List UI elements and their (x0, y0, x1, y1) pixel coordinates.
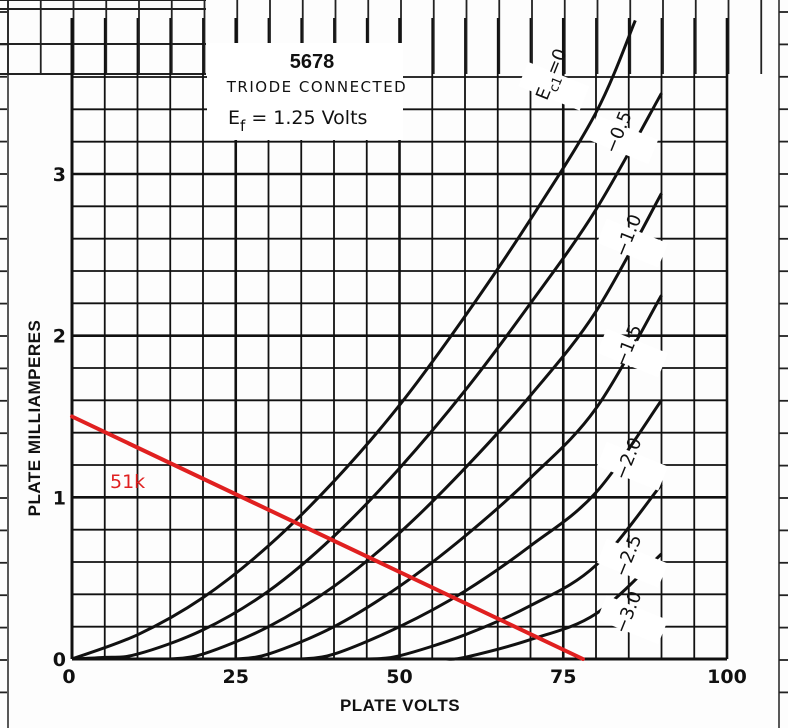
curve-series-3 (235, 294, 663, 661)
curve-label-background (597, 538, 668, 588)
x-tick-label: 100 (707, 666, 747, 688)
chart-note-e: E (228, 107, 240, 129)
chart-note-rest: = 1.25 Volts (245, 107, 367, 129)
curve-labels: Ec1=0−0.5−1.0−1.5−2.0−2.5−3.0 (518, 46, 668, 645)
curve-label-background (597, 218, 668, 268)
y-tick-label: 3 (53, 164, 66, 186)
chart-title: 5678 (290, 51, 335, 73)
curve-series-2 (170, 192, 663, 661)
curve-series-0 (71, 19, 637, 661)
curve-label-0: Ec1=0 (532, 46, 576, 105)
title-box-background (207, 43, 403, 140)
curve-label-background (587, 115, 659, 165)
curve-series-6 (445, 552, 663, 661)
y-tick-label: 0 (53, 649, 66, 671)
y-tick-label: 1 (53, 487, 66, 509)
curve-label-background (518, 61, 590, 111)
curve-series-1 (71, 92, 663, 661)
y-axis-label: PLATE MILLIAMPERES (25, 320, 44, 517)
x-tick-label: 0 (62, 666, 75, 688)
load-line (70, 414, 585, 661)
curve-label-background (597, 328, 668, 378)
plate-curves (71, 19, 663, 661)
load-line-group: 51k (70, 414, 585, 661)
load-line-label: 51k (110, 471, 145, 493)
x-tick-label: 25 (223, 666, 249, 688)
chart-note: Ef = 1.25 Volts (228, 107, 367, 135)
curve-label-background (597, 595, 668, 645)
chart-note-sub: f (240, 117, 246, 135)
x-tick-label: 75 (550, 666, 576, 688)
tick-labels: 0 25 50 75 100 0 1 2 3 (53, 164, 747, 688)
x-axis-label: PLATE VOLTS (340, 696, 460, 715)
x-tick-label: 50 (386, 666, 412, 688)
title-box: 5678 TRIODE CONNECTED Ef = 1.25 Volts (207, 43, 407, 140)
curve-label-background (597, 441, 668, 491)
chart-subtitle: TRIODE CONNECTED (226, 78, 407, 96)
curve-series-4 (301, 399, 663, 661)
y-tick-label: 2 (53, 326, 66, 348)
